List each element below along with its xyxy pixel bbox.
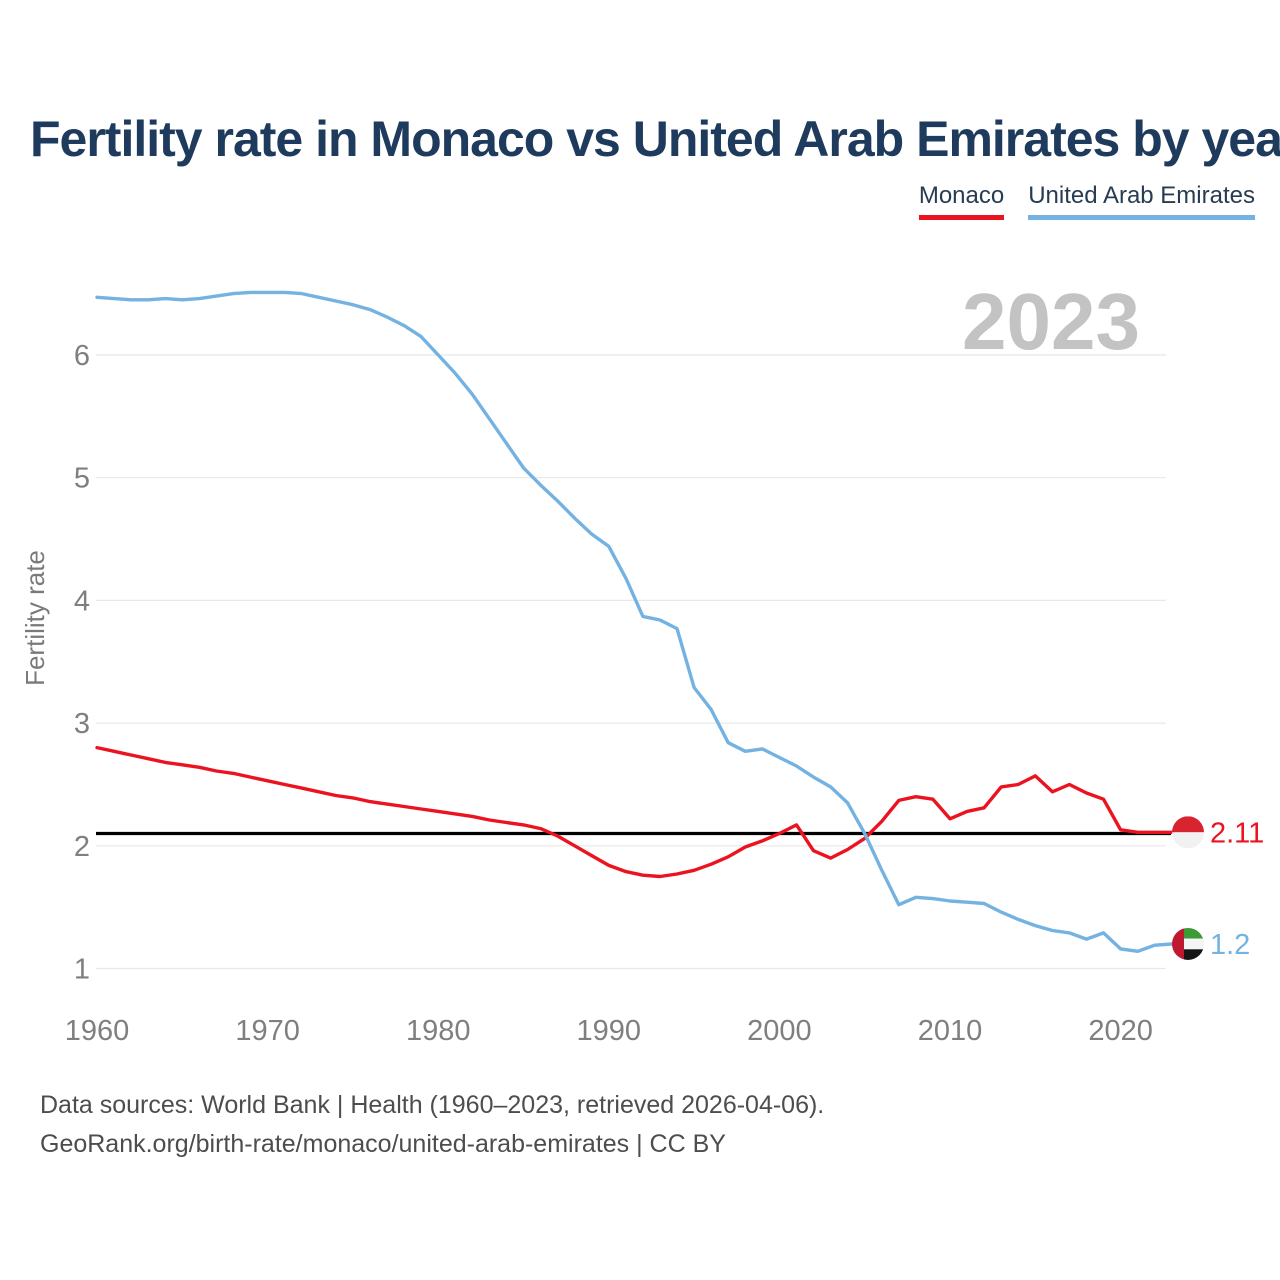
end-value-label-uae: 1.2	[1210, 929, 1250, 961]
chart-footer: Data sources: World Bank | Health (1960–…	[40, 1086, 824, 1164]
y-tick-label-6: 6	[74, 340, 90, 372]
x-tick-label-1980: 1980	[406, 1015, 471, 1047]
watermark-year: 2023	[962, 277, 1140, 366]
chart-legend: Monaco United Arab Emirates	[918, 182, 1255, 220]
page-title: Fertility rate in Monaco vs United Arab …	[30, 111, 1280, 167]
x-tick-label-2000: 2000	[747, 1015, 812, 1047]
uae-flag-green-band	[1184, 927, 1204, 939]
y-tick-label-3: 3	[74, 708, 90, 740]
monaco-flag-white-half	[1172, 832, 1204, 849]
uae-flag-red-band	[1172, 927, 1184, 960]
end-value-label-monaco: 2.11	[1210, 817, 1264, 849]
x-tick-label-2020: 2020	[1088, 1015, 1153, 1047]
y-tick-label-4: 4	[74, 585, 90, 617]
x-tick-label-1960: 1960	[65, 1015, 130, 1047]
uae-flag-white-band	[1184, 938, 1204, 950]
x-tick-label-1990: 1990	[577, 1015, 642, 1047]
y-tick-label-1: 1	[74, 954, 90, 986]
y-tick-label-2: 2	[74, 831, 90, 863]
x-tick-label-1970: 1970	[235, 1015, 300, 1047]
monaco-flag-red-half	[1172, 816, 1204, 833]
uae-flag-black-band	[1184, 949, 1204, 960]
legend-label-united-arab-emirates: United Arab Emirates	[1028, 182, 1255, 209]
monaco-flag-icon	[1172, 816, 1204, 849]
series-line-monaco	[95, 745, 1174, 879]
data-source-note: Data sources: World Bank | Health (1960–…	[40, 1091, 825, 1119]
y-tick-label-5: 5	[74, 463, 90, 495]
y-axis-title: Fertility rate	[20, 550, 50, 686]
legend-label-monaco: Monaco	[918, 182, 1005, 209]
x-tick-label-2010: 2010	[918, 1015, 983, 1047]
legend-item-monaco[interactable]: Monaco	[918, 182, 1005, 220]
attribution-note: GeoRank.org/birth-rate/monaco/united-ara…	[40, 1130, 726, 1158]
series-line-uae	[95, 290, 1174, 953]
uae-flag-icon	[1172, 927, 1204, 960]
legend-item-united-arab-emirates[interactable]: United Arab Emirates	[1028, 182, 1255, 220]
